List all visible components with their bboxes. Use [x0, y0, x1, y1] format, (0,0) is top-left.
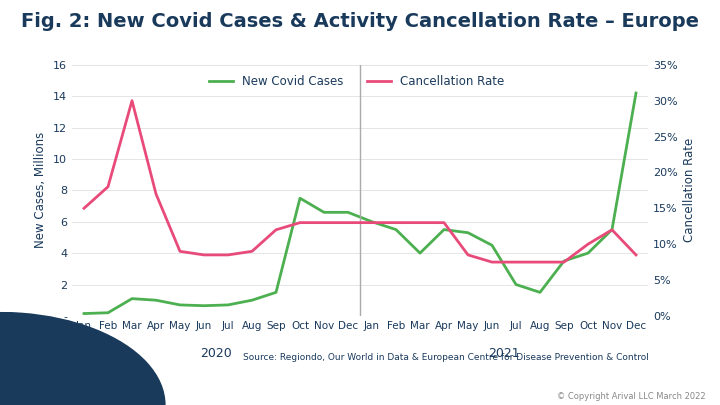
- New Covid Cases: [512, 282, 521, 287]
- Cancellation Rate: [104, 184, 112, 189]
- Cancellation Rate: [487, 260, 496, 264]
- New Covid Cases: [80, 311, 89, 316]
- Line: Cancellation Rate: Cancellation Rate: [84, 101, 636, 262]
- Cancellation Rate: [631, 252, 640, 257]
- Line: New Covid Cases: New Covid Cases: [84, 93, 636, 313]
- Text: 2021: 2021: [488, 347, 520, 360]
- Text: Source: Regiondo, Our World in Data & European Centre for Disease Prevention & C: Source: Regiondo, Our World in Data & Eu…: [243, 354, 649, 362]
- Cancellation Rate: [584, 242, 593, 247]
- New Covid Cases: [559, 258, 568, 263]
- New Covid Cases: [296, 196, 305, 200]
- Cancellation Rate: [127, 98, 136, 103]
- New Covid Cases: [440, 227, 449, 232]
- New Covid Cases: [152, 298, 161, 303]
- Cancellation Rate: [296, 220, 305, 225]
- New Covid Cases: [487, 243, 496, 248]
- New Covid Cases: [224, 303, 233, 307]
- New Covid Cases: [631, 91, 640, 96]
- Cancellation Rate: [248, 249, 256, 254]
- Cancellation Rate: [512, 260, 521, 264]
- Cancellation Rate: [608, 227, 616, 232]
- Legend: New Covid Cases, Cancellation Rate: New Covid Cases, Cancellation Rate: [204, 71, 510, 93]
- New Covid Cases: [392, 227, 400, 232]
- New Covid Cases: [104, 310, 112, 315]
- New Covid Cases: [176, 303, 184, 307]
- Cancellation Rate: [80, 206, 89, 211]
- Cancellation Rate: [271, 227, 280, 232]
- Cancellation Rate: [559, 260, 568, 264]
- New Covid Cases: [584, 251, 593, 256]
- Y-axis label: New Cases, Millions: New Cases, Millions: [35, 132, 48, 249]
- Cancellation Rate: [176, 249, 184, 254]
- Text: © Copyright Arival LLC March 2022: © Copyright Arival LLC March 2022: [557, 392, 706, 401]
- New Covid Cases: [127, 296, 136, 301]
- Y-axis label: Cancellation Rate: Cancellation Rate: [683, 138, 696, 243]
- New Covid Cases: [199, 303, 208, 308]
- Text: Fig. 2: New Covid Cases & Activity Cancellation Rate – Europe: Fig. 2: New Covid Cases & Activity Cance…: [21, 12, 699, 31]
- Cancellation Rate: [343, 220, 352, 225]
- New Covid Cases: [368, 220, 377, 224]
- Cancellation Rate: [440, 220, 449, 225]
- New Covid Cases: [320, 210, 328, 215]
- New Covid Cases: [536, 290, 544, 295]
- Cancellation Rate: [152, 192, 161, 196]
- Cancellation Rate: [368, 220, 377, 225]
- Cancellation Rate: [320, 220, 328, 225]
- Cancellation Rate: [536, 260, 544, 264]
- New Covid Cases: [608, 227, 616, 232]
- New Covid Cases: [343, 210, 352, 215]
- Cancellation Rate: [392, 220, 400, 225]
- Cancellation Rate: [415, 220, 424, 225]
- New Covid Cases: [271, 290, 280, 295]
- Cancellation Rate: [224, 252, 233, 257]
- Cancellation Rate: [199, 252, 208, 257]
- New Covid Cases: [248, 298, 256, 303]
- New Covid Cases: [464, 230, 472, 235]
- Cancellation Rate: [464, 252, 472, 257]
- Text: 2020: 2020: [200, 347, 232, 360]
- New Covid Cases: [415, 251, 424, 256]
